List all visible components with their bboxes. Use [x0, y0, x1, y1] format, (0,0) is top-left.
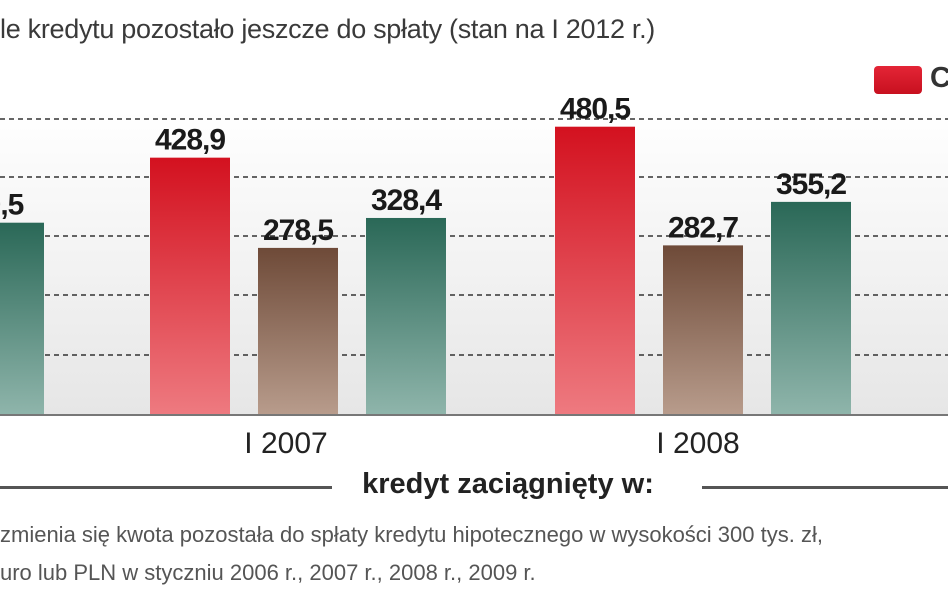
legend-swatch [874, 66, 922, 94]
bar-red-i2008 [555, 126, 635, 415]
category-label-i2008: I 2008 [656, 427, 739, 460]
axis-caption-rule-left [0, 486, 332, 489]
footnote-line-2: uro lub PLN w styczniu 2006 r., 2007 r.,… [0, 560, 536, 585]
bar-red-i2007-label: 428,9 [155, 124, 225, 157]
bar-green-i2008-label: 355,2 [776, 168, 846, 201]
bar-brown-i2007 [258, 247, 338, 415]
bar-green-partial-label: 0,5 [0, 189, 24, 222]
bar-green-i2008 [771, 201, 851, 415]
bar-green-i2007 [366, 217, 446, 415]
chart-title: le kredytu pozostało jeszcze do spłaty (… [0, 14, 655, 44]
axis-caption-rule-right [702, 486, 948, 489]
footnote-line-1: zmienia się kwota pozostała do spłaty kr… [0, 522, 823, 547]
bar-green-partial [0, 222, 44, 415]
bar-brown-i2008 [663, 245, 743, 415]
bar-brown-i2008-label: 282,7 [668, 211, 738, 244]
value-labels: 428,9 480,5 278,5 282,7 328,4 355,2 0,5 [0, 93, 847, 247]
bar-red-i2007 [150, 157, 230, 415]
bar-brown-i2007-label: 278,5 [263, 214, 333, 247]
legend-label: C [930, 62, 948, 94]
x-axis-caption: kredyt zaciągnięty w: [362, 468, 654, 500]
bar-green-i2007-label: 328,4 [371, 184, 442, 217]
bar-red-i2008-label: 480,5 [560, 93, 630, 126]
category-label-i2007: I 2007 [244, 427, 327, 460]
bars [0, 126, 851, 415]
